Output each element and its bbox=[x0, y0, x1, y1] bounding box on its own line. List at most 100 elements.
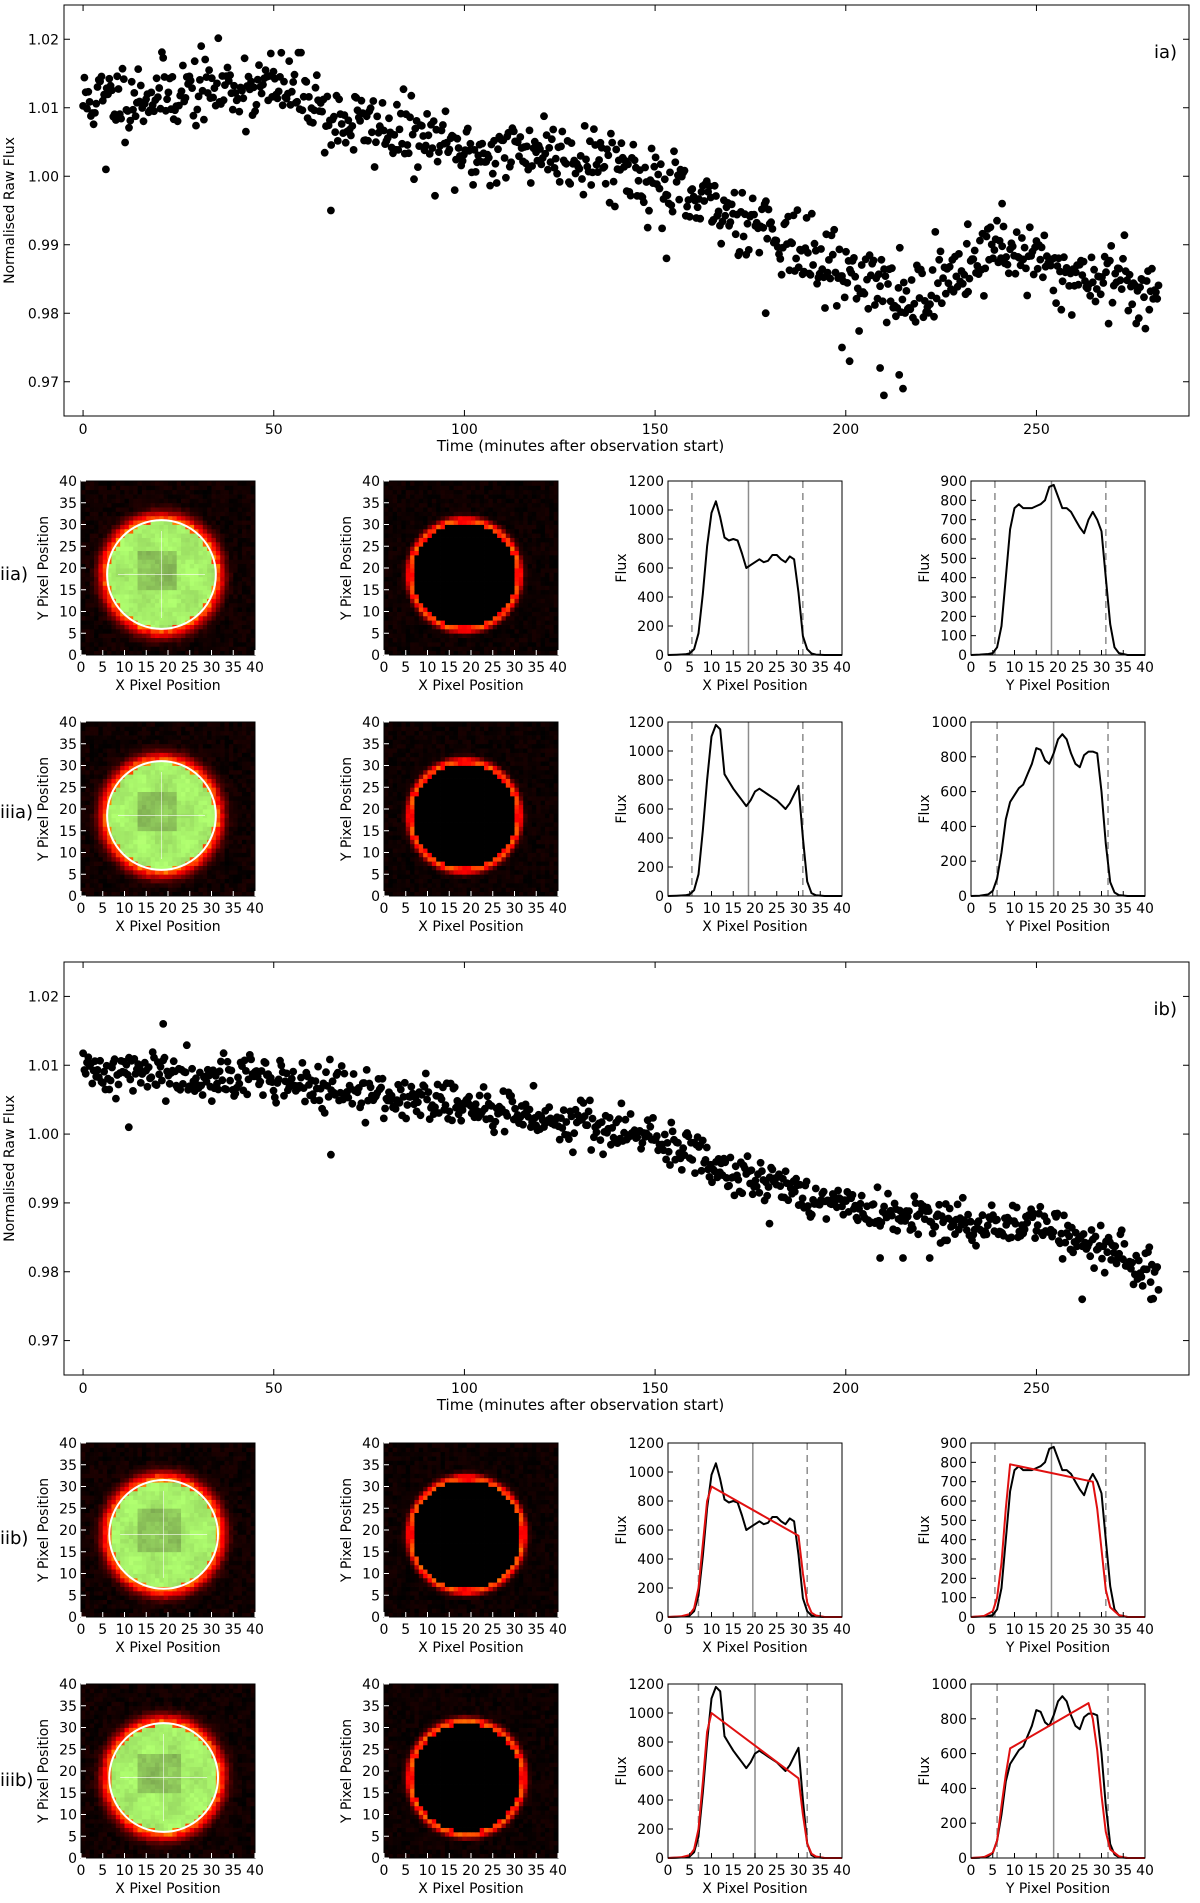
pixel bbox=[81, 576, 86, 582]
pixel bbox=[194, 594, 199, 599]
pixel bbox=[111, 869, 117, 875]
pixel bbox=[540, 559, 546, 565]
pixel bbox=[246, 598, 252, 604]
pixel bbox=[501, 559, 507, 565]
data-point bbox=[98, 96, 107, 105]
data-point bbox=[454, 144, 463, 152]
pixel bbox=[492, 489, 498, 495]
pixel bbox=[120, 822, 125, 827]
pixel bbox=[211, 607, 217, 612]
pixel bbox=[388, 563, 394, 569]
pixel bbox=[185, 633, 191, 638]
pixel bbox=[492, 637, 498, 643]
data-point bbox=[463, 124, 472, 133]
pixel bbox=[536, 589, 541, 595]
pixel bbox=[501, 576, 507, 582]
pixel bbox=[462, 628, 468, 634]
pixel bbox=[154, 498, 160, 504]
pixel bbox=[484, 607, 489, 612]
pixel bbox=[388, 546, 394, 551]
pixel bbox=[163, 585, 169, 591]
pixel bbox=[246, 817, 252, 823]
pixel bbox=[111, 882, 117, 888]
pixel bbox=[479, 581, 485, 586]
pixel bbox=[414, 602, 420, 608]
pixel bbox=[501, 611, 507, 617]
pixel bbox=[194, 839, 199, 845]
pixel bbox=[540, 607, 546, 612]
pixel bbox=[202, 489, 208, 495]
pixel bbox=[423, 515, 428, 521]
pixel bbox=[137, 646, 143, 652]
pixel bbox=[115, 589, 121, 595]
pixel bbox=[237, 594, 243, 599]
pixel bbox=[146, 822, 151, 827]
pixel bbox=[189, 598, 195, 604]
pixel bbox=[246, 585, 252, 591]
pixel bbox=[141, 878, 147, 884]
y-tick-label: 0.99 bbox=[28, 238, 59, 254]
pixel bbox=[137, 498, 143, 504]
pixel bbox=[436, 581, 441, 586]
pixel bbox=[181, 843, 186, 849]
pixel bbox=[488, 554, 494, 560]
pixel bbox=[107, 869, 112, 875]
pixel bbox=[237, 537, 243, 543]
pixel bbox=[202, 830, 208, 836]
pixel bbox=[527, 589, 533, 595]
data-point bbox=[672, 178, 681, 186]
pixel bbox=[449, 581, 454, 586]
pixel bbox=[501, 550, 507, 556]
pixel bbox=[181, 878, 186, 884]
pixel bbox=[488, 615, 494, 621]
pixel bbox=[102, 589, 108, 595]
pixel bbox=[124, 524, 130, 530]
pixel bbox=[107, 637, 112, 643]
pixel bbox=[527, 602, 533, 608]
data-point bbox=[410, 175, 418, 184]
pixel bbox=[431, 581, 437, 586]
pixel bbox=[466, 641, 472, 647]
pixel bbox=[85, 633, 91, 638]
data-point bbox=[864, 304, 873, 313]
pixel bbox=[241, 489, 247, 495]
pixel bbox=[85, 813, 91, 819]
pixel bbox=[202, 620, 208, 625]
pixel bbox=[401, 628, 407, 634]
pixel bbox=[181, 546, 186, 551]
pixel bbox=[246, 489, 252, 495]
pixel bbox=[457, 511, 463, 517]
pixel bbox=[392, 563, 398, 569]
pixel bbox=[466, 637, 472, 643]
data-point bbox=[344, 116, 353, 125]
pixel bbox=[475, 528, 481, 534]
pixel bbox=[228, 830, 234, 836]
pixel bbox=[220, 554, 225, 560]
pixel bbox=[194, 882, 199, 888]
data-point bbox=[1087, 253, 1096, 262]
pixel bbox=[181, 822, 186, 827]
pixel bbox=[237, 550, 243, 556]
pixel bbox=[120, 559, 125, 565]
pixel bbox=[228, 502, 234, 508]
pixel bbox=[449, 502, 454, 508]
pixel bbox=[220, 576, 225, 582]
pixel bbox=[388, 511, 394, 517]
pixel bbox=[405, 528, 411, 534]
pixel bbox=[146, 507, 151, 512]
pixel bbox=[120, 485, 125, 491]
data-point bbox=[89, 120, 98, 129]
pixel bbox=[185, 550, 191, 556]
pixel bbox=[185, 594, 191, 599]
data-point bbox=[415, 142, 424, 151]
pixel bbox=[462, 546, 468, 551]
pixel bbox=[397, 628, 402, 634]
pixel bbox=[159, 874, 165, 879]
pixel bbox=[194, 887, 199, 893]
pixel bbox=[453, 559, 459, 565]
pixel bbox=[215, 507, 221, 512]
pixel bbox=[194, 485, 199, 491]
data-point bbox=[1091, 297, 1100, 306]
pixel bbox=[246, 878, 252, 884]
pixel bbox=[124, 637, 130, 643]
